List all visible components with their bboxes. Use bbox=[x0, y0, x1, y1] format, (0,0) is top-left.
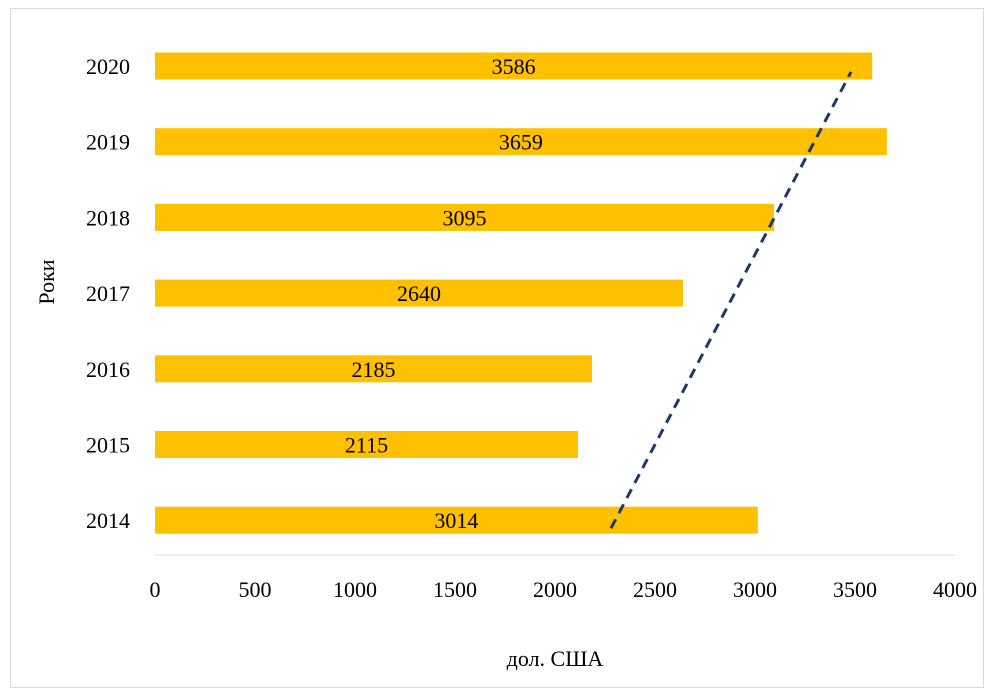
x-tick-label-3000: 3000 bbox=[733, 577, 777, 602]
y-tick-label-2014: 2014 bbox=[86, 508, 130, 533]
x-tick-label-2000: 2000 bbox=[533, 577, 577, 602]
data-label-2020: 3586 bbox=[492, 54, 536, 79]
data-label-2014: 3014 bbox=[434, 508, 478, 533]
y-tick-label-2017: 2017 bbox=[86, 281, 130, 306]
bar-2018 bbox=[155, 203, 774, 231]
bar-2017 bbox=[155, 279, 683, 307]
x-tick-label-500: 500 bbox=[239, 577, 272, 602]
y-tick-label-2015: 2015 bbox=[86, 433, 130, 458]
x-tick-label-1000: 1000 bbox=[333, 577, 377, 602]
bar-2015 bbox=[155, 431, 578, 458]
x-tick-label-0: 0 bbox=[150, 577, 161, 602]
data-labels-layer: 3014 2115 2185 2640 3095 3659 3586 bbox=[345, 54, 543, 533]
data-label-2017: 2640 bbox=[397, 281, 441, 306]
y-tick-label-2020: 2020 bbox=[86, 54, 130, 79]
x-tick-label-2500: 2500 bbox=[633, 577, 677, 602]
bar-2020 bbox=[155, 52, 873, 80]
trendline-layer bbox=[609, 71, 853, 529]
y-tick-label-2018: 2018 bbox=[86, 205, 130, 230]
data-label-2016: 2185 bbox=[352, 357, 396, 382]
x-axis-title: дол. США bbox=[507, 646, 604, 671]
bar-2014 bbox=[155, 506, 758, 534]
x-tick-label-3500: 3500 bbox=[833, 577, 877, 602]
x-tick-label-1500: 1500 bbox=[433, 577, 477, 602]
y-tick-label-2016: 2016 bbox=[86, 357, 130, 382]
bars-layer bbox=[155, 52, 887, 534]
bar-2019 bbox=[155, 128, 887, 156]
y-tick-label-2019: 2019 bbox=[86, 130, 130, 155]
data-label-2019: 3659 bbox=[499, 130, 543, 155]
trendline bbox=[609, 71, 853, 529]
data-label-2015: 2115 bbox=[345, 433, 388, 458]
y-axis-title: Роки bbox=[34, 259, 59, 304]
bar-2016 bbox=[155, 355, 592, 383]
y-category-labels: 2014 2015 2016 2017 2018 2019 2020 bbox=[86, 54, 130, 533]
data-label-2018: 3095 bbox=[443, 205, 487, 230]
x-tick-label-4000: 4000 bbox=[933, 577, 977, 602]
x-tick-labels: 0 500 1000 1500 2000 2500 3000 3500 4000 bbox=[150, 577, 978, 602]
